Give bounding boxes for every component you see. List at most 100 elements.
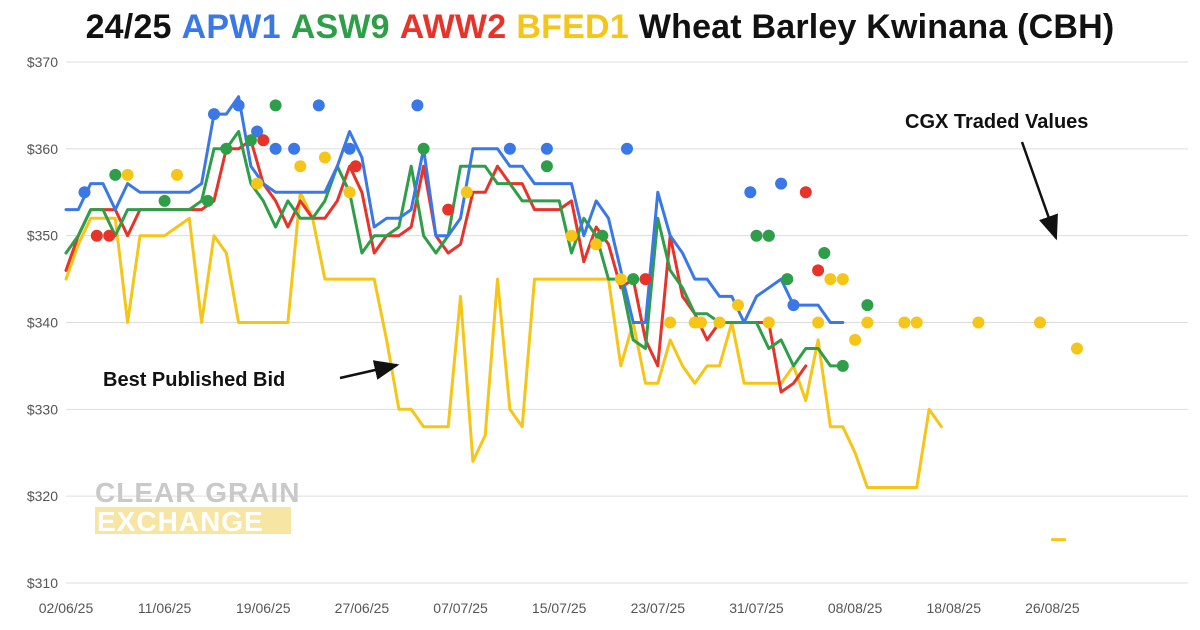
title-part-apw1: APW1 <box>181 8 281 46</box>
traded-point <box>849 333 862 346</box>
cgx-annotation: CGX Traded Values <box>905 111 1088 133</box>
x-tick-label: 19/06/25 <box>236 600 291 616</box>
y-tick-label: $370 <box>27 54 58 70</box>
traded-point <box>103 229 116 242</box>
title-part-bfed1: BFED1 <box>516 8 629 46</box>
best-bid-arrow <box>339 360 400 380</box>
y-tick-label: $330 <box>27 401 58 417</box>
traded-point <box>312 99 325 112</box>
traded-point <box>750 229 763 242</box>
x-tick-label: 02/06/25 <box>39 600 94 616</box>
traded-point <box>269 142 282 155</box>
traded-point <box>818 247 831 259</box>
traded-point <box>349 160 362 173</box>
traded-point <box>90 229 103 242</box>
traded-point <box>621 142 633 155</box>
traded-point <box>664 316 677 329</box>
x-tick-label: 08/08/25 <box>828 600 883 616</box>
traded-point <box>294 160 307 173</box>
title-part-aww2: AWW2 <box>399 8 507 46</box>
traded-point <box>1071 342 1083 355</box>
title-part-asw9: ASW9 <box>290 8 390 46</box>
traded-point <box>836 359 849 372</box>
traded-point <box>762 316 775 329</box>
y-tick-label: $360 <box>27 141 58 157</box>
y-tick-label: $310 <box>27 575 58 591</box>
traded-point <box>627 273 640 286</box>
traded-point <box>201 194 214 207</box>
cgx-arrow <box>1020 141 1058 241</box>
traded-point <box>781 273 794 286</box>
traded-point <box>639 273 652 286</box>
traded-point <box>836 273 849 286</box>
traded-point <box>695 316 707 329</box>
traded-point <box>812 264 825 277</box>
traded-point <box>732 299 744 312</box>
x-tick-label: 15/07/25 <box>532 600 587 616</box>
traded-point <box>812 316 825 329</box>
chart-title: 24/25 APW1 ASW9 AWW2 BFED1 Wheat Barley Kwina… <box>0 8 1200 47</box>
traded-point <box>208 108 220 121</box>
series-line-apw1_line <box>64 95 845 324</box>
x-tick-label: 23/07/25 <box>631 600 686 616</box>
x-tick-label: 31/07/25 <box>729 600 784 616</box>
traded-point <box>744 186 757 199</box>
traded-point <box>540 142 553 155</box>
best-bid-annotation: Best Published Bid <box>103 369 285 391</box>
x-tick-label: 07/07/25 <box>433 600 488 616</box>
traded-point <box>244 134 257 147</box>
watermark-band <box>95 507 291 534</box>
traded-point <box>220 142 233 155</box>
traded-point <box>824 273 837 286</box>
traded-point <box>787 299 800 312</box>
traded-points-layer <box>78 99 1083 372</box>
traded-point <box>596 229 609 242</box>
axis-layer: $310 $320 $330 $340 $350 $360 $370 02/06/25 11/0… <box>27 54 1080 616</box>
x-tick-label: 11/06/25 <box>138 600 192 616</box>
traded-point <box>972 316 985 329</box>
traded-point <box>614 273 627 286</box>
clear-grain-exchange-watermark: CLEAR GRAIN EXCHANGE <box>95 477 300 537</box>
y-tick-label: $350 <box>27 228 58 244</box>
x-tick-label: 26/08/25 <box>1025 600 1080 616</box>
series-line-bfed1_line <box>64 190 943 489</box>
traded-point <box>318 151 331 164</box>
y-tick-label: $320 <box>27 488 58 504</box>
traded-point <box>417 142 430 155</box>
traded-point <box>232 99 245 112</box>
traded-point <box>343 186 356 199</box>
traded-point <box>78 186 91 199</box>
traded-point <box>861 299 874 312</box>
traded-point <box>590 238 603 251</box>
traded-point <box>343 142 356 155</box>
annotation-layer: Best Published Bid CGX Traded Values <box>103 111 1088 391</box>
traded-point <box>158 194 171 207</box>
traded-point <box>775 177 788 190</box>
y-tick-label: $340 <box>27 315 58 331</box>
traded-point <box>762 229 775 242</box>
traded-point <box>910 316 923 329</box>
x-tick-label: 18/08/25 <box>926 600 981 616</box>
title-part-season: 24/25 <box>85 8 172 46</box>
traded-point <box>460 186 473 199</box>
traded-point <box>442 203 455 216</box>
watermark-line1: CLEAR GRAIN <box>95 477 300 508</box>
traded-point <box>288 142 301 155</box>
traded-point <box>171 168 183 181</box>
traded-point <box>503 142 516 155</box>
traded-point <box>565 229 578 242</box>
traded-point <box>1034 316 1046 329</box>
traded-point <box>251 177 264 190</box>
series-line-asw9_line <box>64 130 845 368</box>
x-tick-label: 27/06/25 <box>335 600 390 616</box>
traded-point <box>109 168 122 181</box>
traded-point <box>257 134 270 147</box>
watermark-line2: EXCHANGE <box>97 506 264 537</box>
traded-point <box>713 316 726 329</box>
title-part-suffix: Wheat Barley Kwinana (CBH) <box>638 8 1115 46</box>
traded-point <box>251 125 264 138</box>
traded-point <box>269 99 282 112</box>
traded-point <box>540 160 553 173</box>
traded-point <box>121 168 134 181</box>
